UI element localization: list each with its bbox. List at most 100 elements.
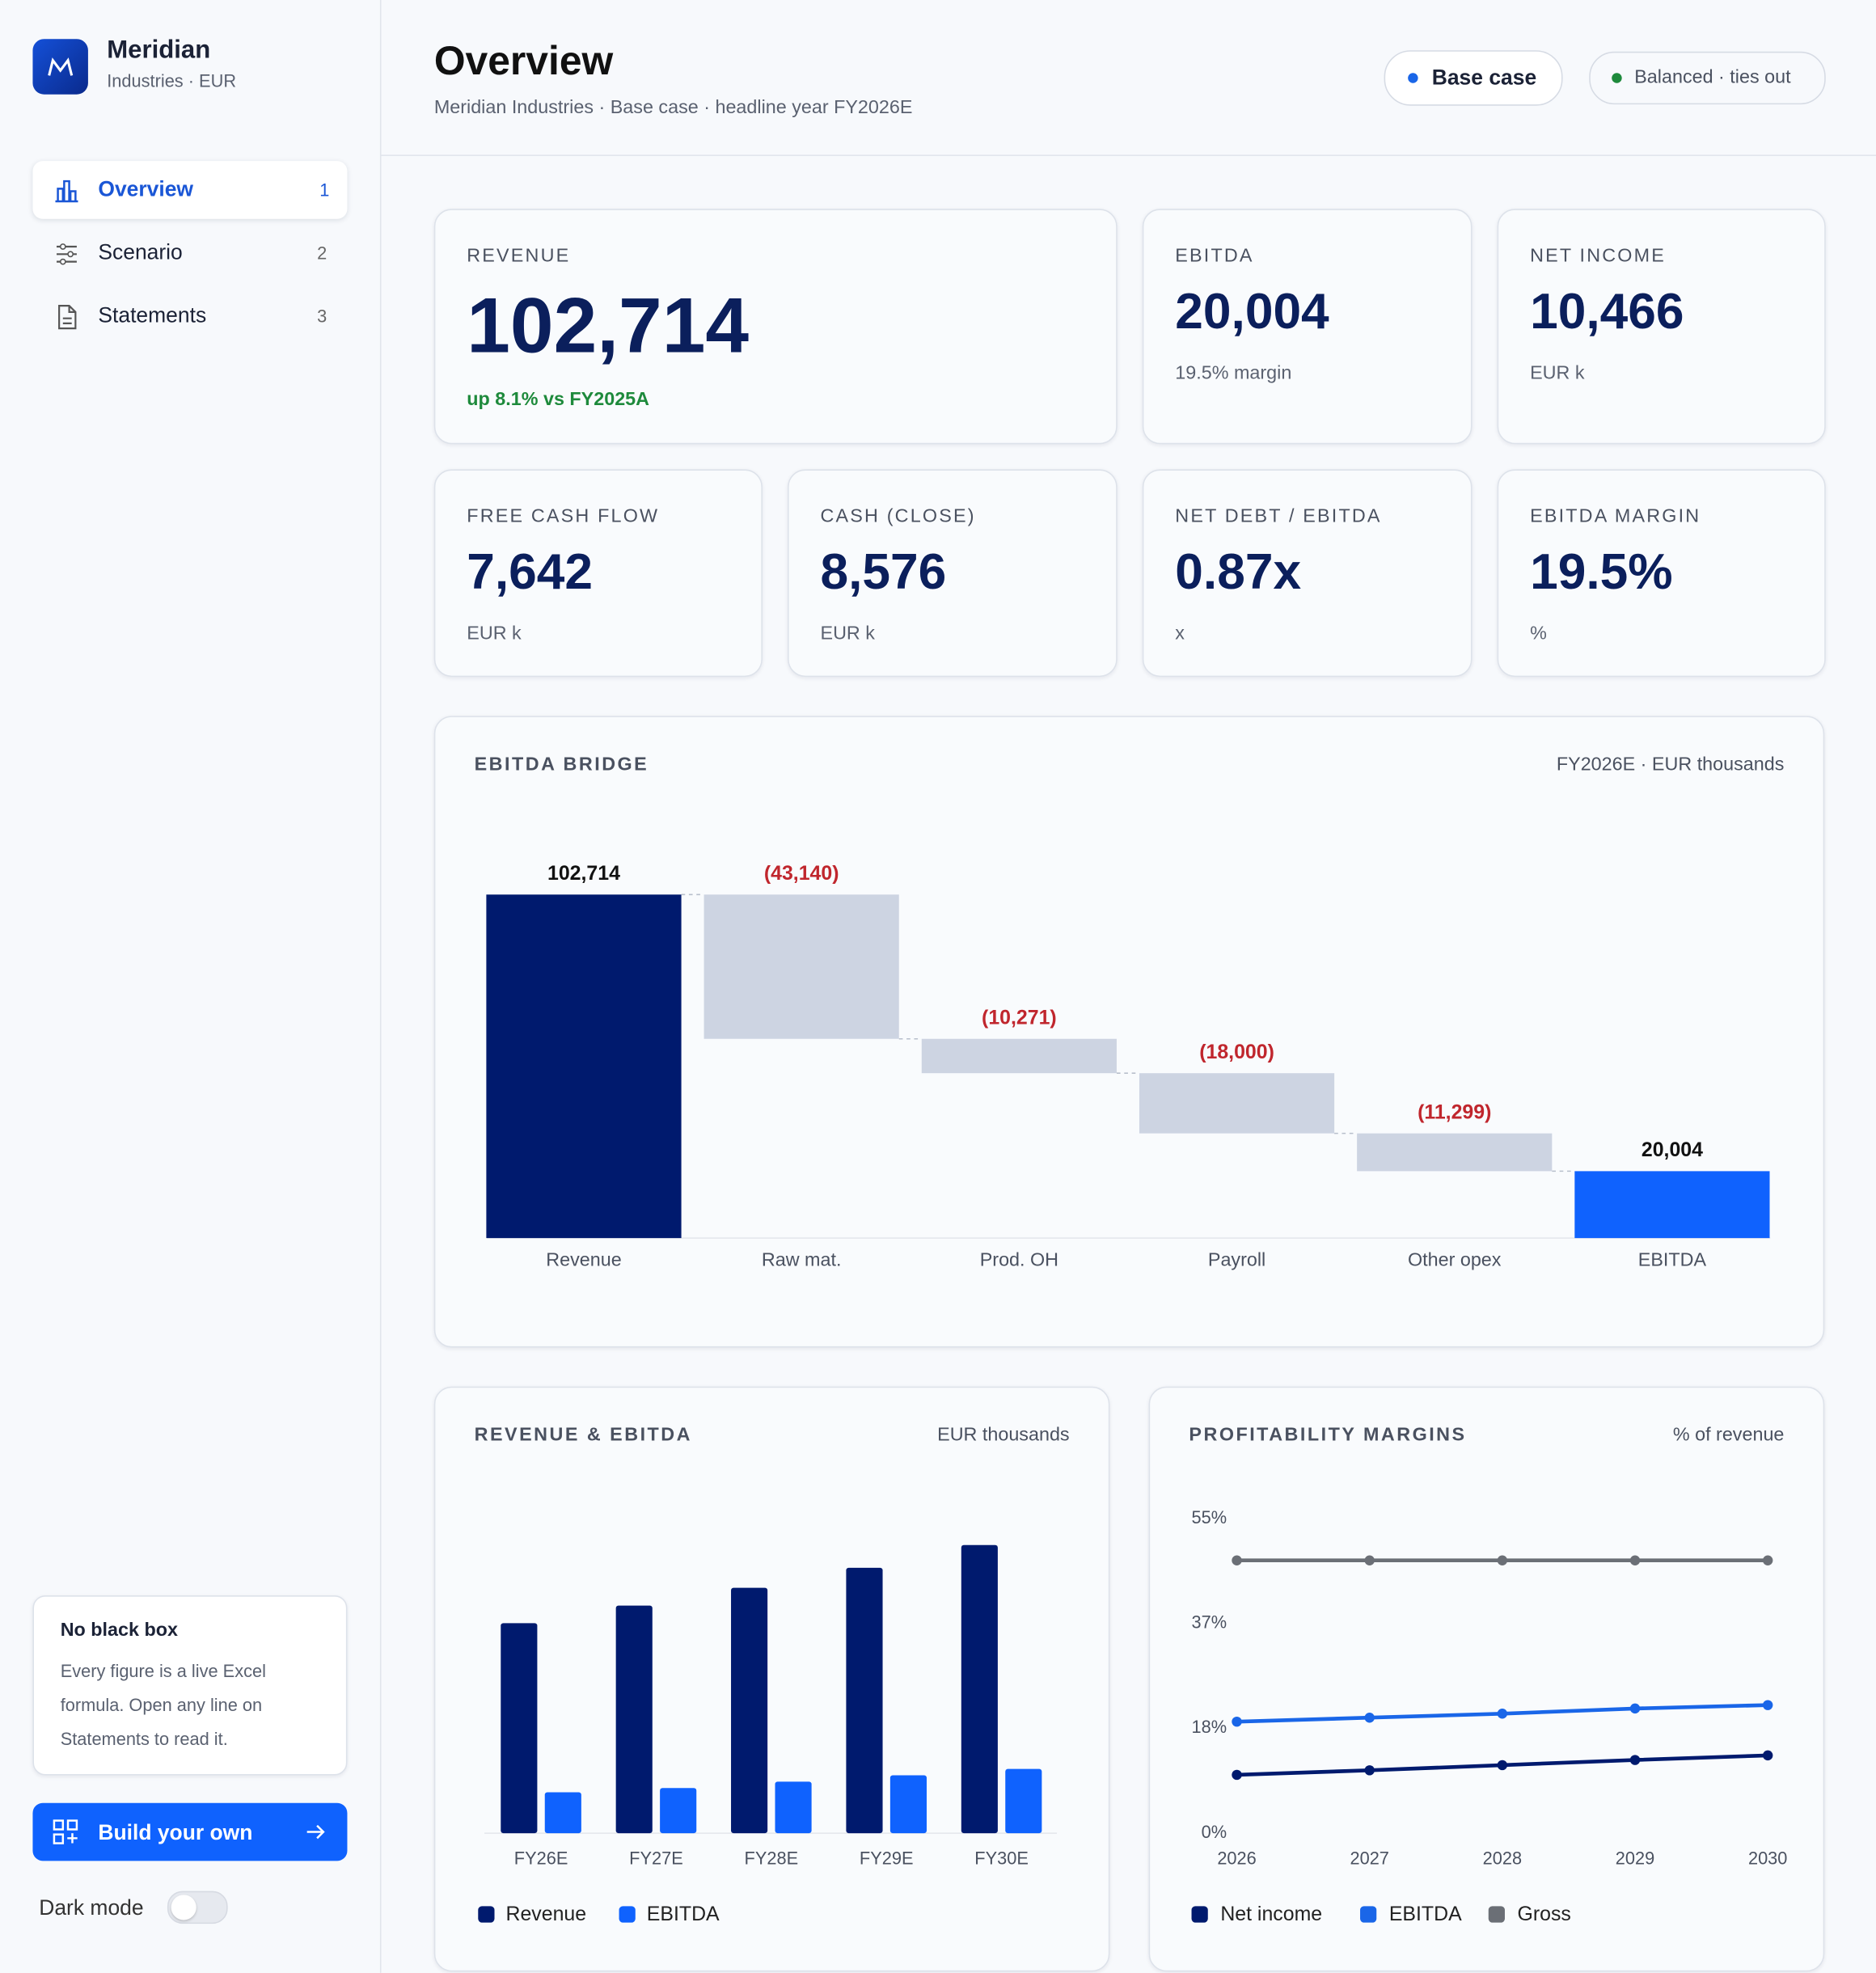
point — [1497, 1555, 1508, 1565]
page-subtitle: Meridian Industries · Base case · headli… — [433, 96, 913, 119]
kpi-note: 19.5% margin — [1175, 362, 1292, 384]
nav-item[interactable]: Statements — [98, 302, 207, 327]
nav-key: 1 — [319, 180, 330, 201]
kpi-note: % — [1530, 623, 1547, 644]
bar — [1139, 1073, 1335, 1134]
info-text: Every figure is a live Excel formula. Op… — [60, 1660, 266, 1749]
chart-subtitle: FY2026E · EUR thousands — [1556, 754, 1785, 775]
kpi-card — [1497, 469, 1826, 678]
kpi-label: REVENUE — [467, 245, 571, 267]
kpi-value: 8,576 — [820, 544, 947, 601]
kpi-card — [1497, 209, 1826, 445]
point — [1762, 1555, 1773, 1565]
category-label: Other opex — [1408, 1248, 1502, 1270]
bar — [1005, 1768, 1042, 1834]
logo — [32, 39, 88, 95]
chart-title: EBITDA BRIDGE — [474, 754, 649, 775]
point — [1762, 1750, 1773, 1761]
bar — [660, 1788, 697, 1834]
x-tick-label: FY27E — [629, 1848, 683, 1869]
kpi-label: NET INCOME — [1530, 245, 1666, 267]
brand: Meridian — [107, 36, 211, 65]
bar — [501, 1623, 538, 1834]
kpi-label: CASH (CLOSE) — [820, 505, 976, 527]
legend-label: EBITDA — [1389, 1903, 1462, 1925]
bar — [615, 1605, 653, 1834]
point — [1629, 1555, 1641, 1565]
kpi-label: NET DEBT / EBITDA — [1175, 505, 1382, 527]
kpi-card — [433, 469, 763, 678]
kpi-label: EBITDA MARGIN — [1530, 505, 1701, 527]
dark-mode-toggle[interactable] — [167, 1891, 228, 1924]
kpi-note: up 8.1% vs FY2025A — [467, 388, 650, 411]
bar — [544, 1792, 581, 1834]
value-label: (11,299) — [1418, 1101, 1491, 1123]
dark-mode-label: Dark mode — [39, 1895, 144, 1920]
button-label: Build your own — [98, 1820, 253, 1845]
bar — [846, 1567, 883, 1834]
x-tick-label: 2026 — [1217, 1848, 1256, 1869]
brand-sub: Industries · EUR — [107, 70, 237, 91]
nav-item[interactable]: Overview — [98, 177, 194, 201]
point — [1232, 1555, 1242, 1565]
category-label: EBITDA — [1638, 1248, 1707, 1270]
kpi-label: FREE CASH FLOW — [467, 505, 660, 527]
point — [1629, 1703, 1641, 1714]
build-button[interactable]: Build your own — [32, 1802, 348, 1861]
kpi-value: 0.87x — [1175, 544, 1302, 601]
y-tick-label: 37% — [1192, 1612, 1227, 1632]
icon — [57, 243, 77, 265]
info-title: No black box — [60, 1619, 178, 1641]
margins-card: PROFITABILITY MARGINS % of revenue — [1148, 1386, 1825, 1972]
kpi-value: 7,642 — [467, 544, 594, 601]
bar — [775, 1781, 812, 1834]
point — [1232, 1769, 1242, 1781]
bar — [889, 1775, 927, 1834]
status-pill: Balanced · ties out — [1589, 51, 1826, 105]
kpi-card — [788, 469, 1118, 678]
legend-label: Gross — [1518, 1903, 1571, 1925]
kpi-value: 102,714 — [467, 283, 750, 370]
y-tick-label: 18% — [1192, 1717, 1227, 1737]
point — [1364, 1712, 1375, 1723]
scenario-pill[interactable]: Base case — [1384, 50, 1563, 106]
point — [1497, 1760, 1508, 1771]
x-tick-label: FY30E — [974, 1848, 1029, 1869]
kpi-card — [433, 209, 1118, 445]
legend-swatch — [1488, 1906, 1505, 1923]
bar — [1357, 1133, 1553, 1172]
point — [1629, 1755, 1641, 1765]
point — [1364, 1555, 1375, 1565]
legend-label: Net income — [1220, 1903, 1322, 1925]
point — [1762, 1700, 1773, 1710]
value-label: (10,271) — [982, 1006, 1057, 1029]
legend-swatch — [478, 1906, 495, 1923]
x-tick-label: FY26E — [514, 1848, 568, 1869]
point — [1364, 1765, 1375, 1776]
kpi-value: 19.5% — [1530, 544, 1673, 601]
legend-label: EBITDA — [647, 1903, 720, 1925]
chart-title: REVENUE & EBITDA — [474, 1424, 692, 1446]
kpi-card — [1142, 209, 1472, 445]
category-label: Prod. OH — [980, 1248, 1058, 1270]
info-card: No black box Every figure is a live Exce… — [32, 1595, 348, 1776]
header-divider — [381, 154, 1876, 156]
nav-active[interactable] — [32, 161, 348, 219]
bar — [704, 894, 899, 1039]
chart-title: PROFITABILITY MARGINS — [1189, 1424, 1467, 1446]
kpi-value: 20,004 — [1175, 284, 1329, 340]
kpi-value: 10,466 — [1530, 284, 1684, 340]
bar — [921, 1038, 1117, 1074]
nav-item[interactable]: Scenario — [98, 240, 183, 264]
bar — [1574, 1171, 1770, 1239]
chart-subtitle: % of revenue — [1672, 1424, 1785, 1446]
icon — [55, 180, 78, 203]
status-label: Balanced · ties out — [1634, 66, 1791, 88]
value-label: (43,140) — [764, 862, 839, 885]
x-tick-label: 2029 — [1616, 1848, 1654, 1869]
kpi-label: EBITDA — [1175, 245, 1254, 267]
point — [1497, 1709, 1508, 1719]
